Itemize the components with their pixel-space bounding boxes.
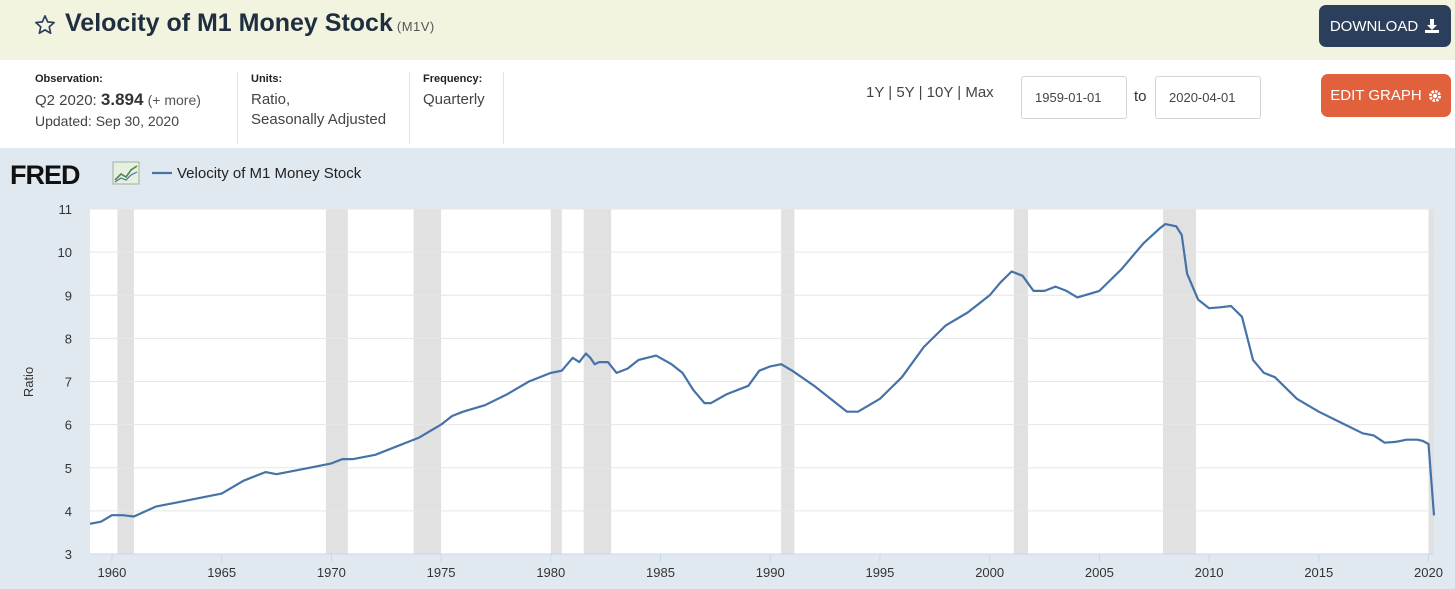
y-tick-label: 6 (65, 418, 72, 433)
page-title: Velocity of M1 Money Stock (M1V) (65, 9, 435, 38)
y-tick-label: 11 (59, 202, 73, 217)
date-to-label: to (1134, 88, 1147, 105)
end-date-input[interactable]: 2020-04-01 (1155, 76, 1261, 119)
x-tick-label: 1995 (865, 565, 894, 580)
line-chart: FRED Velocity of M1 Money Stock 3 4 5 6 7 8 9 1… (10, 160, 1443, 580)
observation-value: 3.894 (100, 90, 144, 109)
y-axis-label: Ratio (21, 367, 36, 397)
x-tick-label: 2000 (975, 565, 1004, 580)
range-1y[interactable]: 1Y (866, 84, 885, 101)
y-tick-label: 10 (58, 245, 72, 260)
frequency-label: Frequency: (423, 73, 483, 85)
x-tick-label: 1985 (646, 565, 675, 580)
y-tick-label: 7 (65, 375, 72, 390)
legend-label: Velocity of M1 Money Stock (177, 165, 362, 182)
download-label: DOWNLOAD (1329, 17, 1419, 35)
observation-block: Observation: Q2 2020: 3.894 (+ more) Upd… (35, 72, 201, 131)
fred-logo-text: FRED (10, 160, 80, 190)
series-title: Velocity of M1 Money Stock (65, 9, 393, 37)
series-id: (M1V) (396, 19, 435, 34)
range-5y[interactable]: 5Y (896, 84, 915, 101)
observation-label: Observation: (35, 73, 103, 85)
x-tick-label: 1970 (317, 565, 346, 580)
range-separator: | (957, 84, 962, 101)
start-date-input[interactable]: 1959-01-01 (1021, 76, 1127, 119)
download-button[interactable]: DOWNLOAD (1319, 5, 1451, 47)
gear-icon (1428, 89, 1441, 102)
y-tick-label: 9 (65, 288, 72, 303)
download-icon (1425, 19, 1440, 33)
edit-graph-label: EDIT GRAPH (1330, 87, 1422, 104)
range-max[interactable]: Max (965, 84, 994, 101)
x-tick-label: 1960 (97, 565, 126, 580)
x-tick-label: 2005 (1085, 565, 1114, 580)
updated-date: Updated: Sep 30, 2020 (35, 113, 180, 129)
x-tick-label: 1975 (427, 565, 456, 580)
fred-logo: FRED (10, 160, 140, 190)
chart-area: FRED Velocity of M1 Money Stock 3 4 5 6 7 8 9 1… (0, 148, 1455, 589)
x-tick-label: 2015 (1304, 565, 1333, 580)
range-10y[interactable]: 10Y (926, 84, 954, 101)
x-tick-label: 1980 (536, 565, 565, 580)
range-selector: 1Y | 5Y | 10Y | Max (866, 84, 994, 101)
metadata-bar: Observation: Q2 2020: 3.894 (+ more) Upd… (0, 60, 1455, 148)
x-tick-label: 1990 (756, 565, 785, 580)
observation-line: Q2 2020: 3.894 (+ more) (35, 90, 201, 111)
units-block: Units: Ratio, Seasonally Adjusted (251, 72, 386, 130)
y-tick-label: 3 (65, 547, 72, 562)
y-axis-ticks: 3 4 5 6 7 8 9 10 11 (58, 202, 72, 562)
x-axis-ticks: 1960 1965 1970 1975 1980 1985 1990 1995 2000 2005… (90, 553, 1443, 580)
star-icon[interactable] (34, 14, 56, 36)
title-bar: Velocity of M1 Money Stock (M1V) DOWNLOAD (0, 0, 1455, 60)
observation-period: Q2 2020: (35, 92, 97, 109)
units-label: Units: (251, 73, 283, 85)
series-line (89, 223, 1436, 525)
frequency-value: Quarterly (423, 91, 485, 108)
more-observations-link[interactable]: (+ more) (147, 92, 201, 108)
y-tick-label: 4 (65, 504, 72, 519)
divider (409, 72, 410, 144)
frequency-block: Frequency: Quarterly (423, 72, 485, 110)
y-tick-label: 5 (65, 461, 72, 476)
x-tick-label: 1965 (207, 565, 236, 580)
x-tick-label: 2020 (1414, 565, 1443, 580)
units-line-2: Seasonally Adjusted (251, 111, 387, 128)
range-separator: | (918, 84, 923, 101)
divider (503, 72, 504, 144)
units-line-1: Ratio, (251, 91, 291, 108)
y-tick-label: 8 (65, 331, 72, 346)
x-tick-label: 2010 (1195, 565, 1224, 580)
divider (237, 72, 238, 144)
edit-graph-button[interactable]: EDIT GRAPH (1321, 74, 1451, 117)
range-separator: | (888, 84, 893, 101)
fred-logo-icon (112, 161, 140, 185)
